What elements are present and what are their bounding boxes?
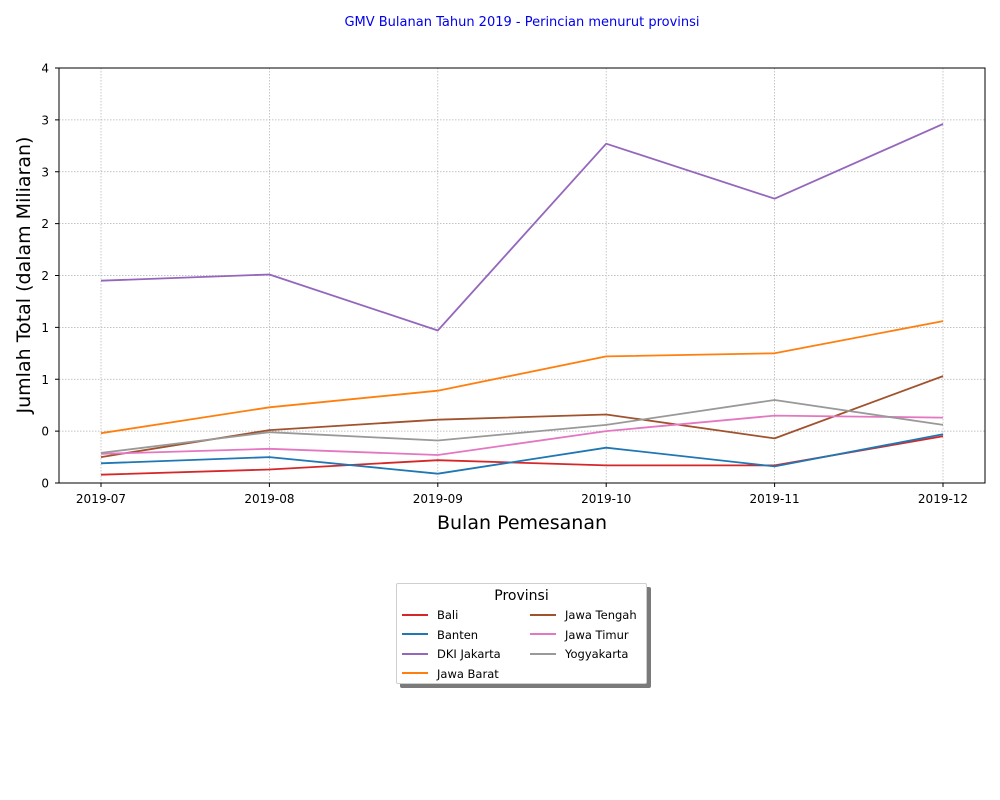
x-tick-label: 2019-09 [413, 492, 463, 506]
x-tick-label: 2019-11 [750, 492, 800, 506]
y-tick-label: 3 [41, 113, 49, 127]
series-line-dki-jakarta [100, 123, 944, 332]
series-line-jawa-tengah [100, 375, 944, 458]
y-tick-label: 0 [41, 425, 49, 439]
legend-item-yogyakarta: Yogyakarta [530, 647, 628, 661]
legend-item-jawa-timur: Jawa Timur [530, 628, 629, 642]
series-line-banten [100, 433, 944, 475]
legend-label: Banten [437, 627, 479, 642]
legend: Provinsi Bali Banten DKI Jakarta Jawa Barat… [396, 583, 647, 684]
legend-swatch [402, 613, 428, 616]
y-axis-label: Jumlah Total (dalam Miliaran) [13, 137, 35, 415]
series-line-yogyakarta [100, 399, 944, 454]
legend-item-jawa-tengah: Jawa Tengah [530, 608, 637, 622]
y-tick-label: 2 [41, 269, 49, 283]
x-axis-ticks: 2019-07 2019-08 2019-09 2019-10 2019-11 2019-… [76, 483, 968, 506]
legend-swatch [530, 652, 556, 655]
series-lines [100, 123, 944, 476]
legend-title: Provinsi [494, 588, 549, 604]
y-tick-label: 1 [41, 321, 49, 335]
legend-label: Yogyakarta [565, 647, 629, 661]
legend-label: DKI Jakarta [437, 647, 501, 661]
legend-swatch [530, 613, 556, 616]
x-tick-label: 2019-07 [76, 492, 126, 506]
x-tick-label: 2019-08 [244, 492, 294, 506]
series-line-bali [100, 435, 944, 476]
y-tick-label: 2 [41, 217, 49, 231]
y-tick-label: 4 [41, 62, 49, 76]
y-tick-label: 0 [41, 477, 49, 491]
series-line-jawa-barat [100, 320, 944, 435]
grid-lines [59, 67, 985, 484]
legend-item-dki-jakarta: DKI Jakarta [402, 647, 501, 661]
legend-swatch [402, 652, 428, 655]
legend-swatch [402, 672, 428, 674]
legend-label: Jawa Barat [437, 666, 499, 681]
legend-label: Jawa Timur [565, 627, 629, 642]
y-axis-ticks: 0 0 1 1 2 2 3 3 4 [41, 62, 59, 491]
x-tick-label: 2019-12 [918, 492, 968, 506]
legend-item-bali: Bali [402, 608, 458, 622]
chart-title: GMV Bulanan Tahun 2019 - Perincian menur… [344, 15, 699, 30]
legend-item-jawa-barat: Jawa Barat [402, 667, 499, 681]
y-tick-label: 1 [41, 373, 49, 387]
y-tick-label: 3 [41, 165, 49, 179]
legend-item-banten: Banten [402, 628, 478, 642]
series-line-jawa-timur [100, 414, 944, 456]
legend-swatch [402, 633, 428, 635]
x-tick-label: 2019-10 [581, 492, 631, 506]
legend-swatch [530, 633, 556, 635]
legend-label: Bali [437, 608, 459, 622]
legend-label: Jawa Tengah [565, 608, 637, 622]
x-axis-label: Bulan Pemesanan [437, 512, 607, 534]
